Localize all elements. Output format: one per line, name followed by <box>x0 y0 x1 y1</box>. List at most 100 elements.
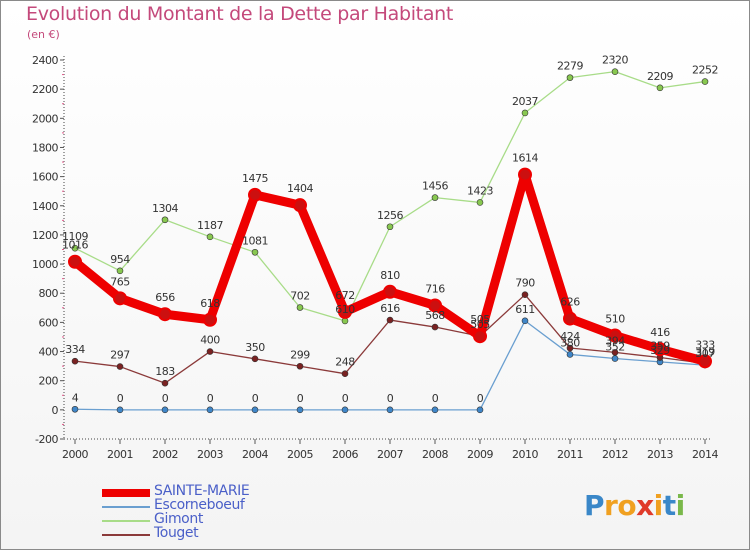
data-label: 4 <box>72 391 79 404</box>
y-tick-label: 2200 <box>32 83 58 96</box>
x-tick-label: 2006 <box>332 448 358 461</box>
data-label: 1256 <box>377 209 403 222</box>
data-point <box>701 78 709 85</box>
data-label: 307 <box>695 347 715 360</box>
x-tick-label: 2001 <box>107 448 133 461</box>
x-tick-label: 2003 <box>197 448 223 461</box>
data-point <box>611 349 619 356</box>
data-label: 0 <box>162 392 169 405</box>
data-label: 1081 <box>242 234 268 247</box>
data-point <box>476 406 484 414</box>
data-label: 2252 <box>692 64 718 77</box>
data-label: 0 <box>117 392 124 405</box>
data-point <box>386 406 394 414</box>
legend-swatch <box>102 534 150 536</box>
data-label: 380 <box>560 336 580 349</box>
data-label: 618 <box>200 297 220 310</box>
y-tick-label: 1600 <box>32 171 58 184</box>
data-point <box>68 254 82 269</box>
data-label: 400 <box>200 334 220 347</box>
x-tick-label: 2007 <box>377 448 403 461</box>
data-point <box>521 317 529 325</box>
data-point <box>161 379 169 387</box>
x-tick-label: 2009 <box>467 448 493 461</box>
legend-label: Gimont <box>154 511 203 527</box>
data-point <box>71 357 79 365</box>
y-tick-label: 2400 <box>32 54 58 67</box>
data-point <box>518 167 532 182</box>
data-point <box>428 298 442 313</box>
data-label: 1423 <box>467 184 493 197</box>
data-label: 1109 <box>62 230 88 243</box>
x-tick-label: 2010 <box>512 448 538 461</box>
data-point <box>431 194 439 201</box>
data-point <box>71 244 79 252</box>
legend-swatch <box>102 520 150 522</box>
data-label: 568 <box>425 309 445 322</box>
y-tick-label: 1000 <box>32 258 58 271</box>
data-label: 2037 <box>512 95 538 108</box>
data-label: 334 <box>65 343 85 356</box>
data-label: 297 <box>110 349 130 362</box>
data-point <box>608 328 622 343</box>
data-label: 394 <box>605 334 625 347</box>
x-tick-label: 2000 <box>62 448 88 461</box>
data-point <box>251 248 259 256</box>
logo-letter: i <box>653 489 664 522</box>
x-tick-label: 2002 <box>152 448 178 461</box>
data-point <box>248 187 262 202</box>
x-tick-label: 2005 <box>287 448 313 461</box>
data-label: 1456 <box>422 180 448 193</box>
data-point <box>206 348 214 355</box>
data-point <box>296 362 304 370</box>
data-point <box>566 74 574 81</box>
logo-letter: i <box>675 489 686 522</box>
data-point <box>251 355 259 363</box>
data-label: 1475 <box>242 172 268 185</box>
legend-item: Escorneboeuf <box>102 497 322 514</box>
data-label: 626 <box>560 296 580 309</box>
data-label: 248 <box>335 356 355 369</box>
data-label: 656 <box>155 291 175 304</box>
data-label: 765 <box>110 275 130 288</box>
data-point <box>251 406 259 414</box>
data-label: 333 <box>695 338 715 351</box>
data-point <box>386 223 394 231</box>
data-point <box>296 406 304 414</box>
legend-swatch <box>102 489 150 497</box>
data-point <box>698 354 712 369</box>
data-point <box>653 342 667 357</box>
x-tick-label: 2004 <box>242 448 268 461</box>
data-point <box>161 406 169 414</box>
chart-title: Evolution du Montant de la Dette par Hab… <box>26 3 454 25</box>
legend-label: Touget <box>154 525 199 541</box>
y-tick-label: 200 <box>39 375 59 388</box>
data-point <box>341 370 349 377</box>
data-point <box>476 199 484 206</box>
data-point <box>116 267 124 275</box>
legend-item: SAINTE-MARIE <box>102 483 322 500</box>
x-tick-label: 2014 <box>692 448 718 461</box>
data-point <box>293 198 307 213</box>
data-label: 424 <box>560 330 580 343</box>
data-point <box>431 406 439 414</box>
data-label: 0 <box>432 392 439 405</box>
data-label: 790 <box>515 277 535 290</box>
data-point <box>563 311 577 326</box>
data-label: 359 <box>650 340 670 353</box>
data-label: 0 <box>342 392 349 405</box>
logo-letter: r <box>604 489 618 522</box>
data-point <box>161 216 169 224</box>
data-label: 2320 <box>602 54 628 67</box>
data-point <box>656 84 664 92</box>
data-label: 183 <box>155 365 175 378</box>
data-label: 299 <box>290 348 310 361</box>
data-point <box>338 304 352 319</box>
data-label: 319 <box>695 345 715 358</box>
data-label: 616 <box>380 302 400 315</box>
data-label: 702 <box>290 290 310 303</box>
logo-letter: x <box>636 489 654 522</box>
data-label: 1404 <box>287 182 313 195</box>
